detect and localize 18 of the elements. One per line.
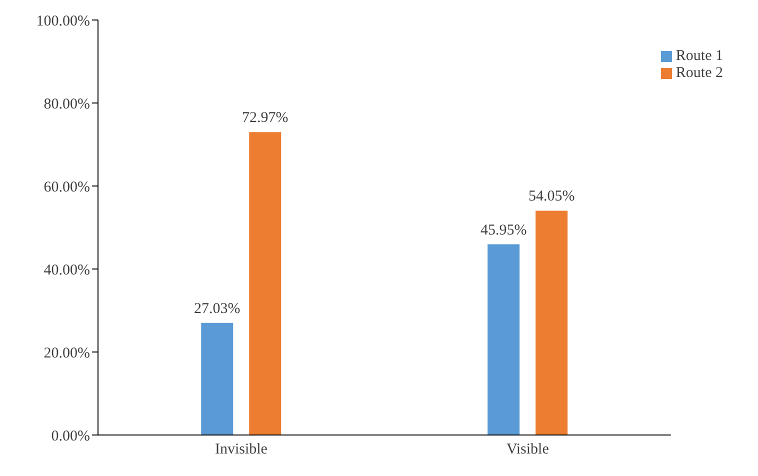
y-tick-label: 100.00% [36, 13, 90, 30]
bar [201, 322, 234, 435]
data-label: 45.95% [480, 222, 527, 238]
bar [488, 244, 520, 435]
y-tick-label: 0.00% [51, 428, 90, 444]
data-label: 27.03% [194, 300, 240, 317]
data-label: 72.97% [242, 110, 288, 126]
y-tick-label: 60.00% [44, 179, 90, 196]
data-label: 54.05% [528, 188, 575, 205]
bar [536, 210, 568, 435]
x-tick-label: Visible [506, 442, 550, 458]
bar [249, 132, 282, 435]
y-tick-label: 20.00% [44, 345, 90, 362]
y-tick-label: 40.00% [44, 262, 90, 278]
legend-label: Route 2 [676, 65, 723, 81]
x-tick-label: Invisible [214, 442, 268, 458]
y-tick-label: 80.00% [44, 96, 90, 112]
legend-label: Route 1 [676, 48, 723, 64]
